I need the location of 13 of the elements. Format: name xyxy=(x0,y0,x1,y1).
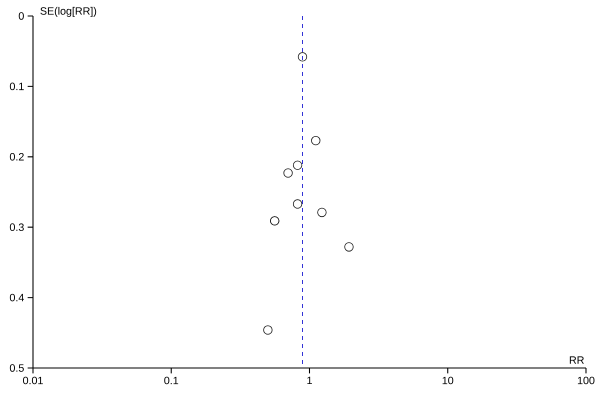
y-tick-label: 0 xyxy=(18,12,24,20)
x-tick-label: 0.1 xyxy=(164,376,178,384)
y-tick-label: 0.3 xyxy=(10,223,24,231)
y-tick-label: 0.2 xyxy=(10,153,24,161)
y-axis-title: SE(log[RR]) xyxy=(40,6,96,17)
x-tick-label: 1 xyxy=(307,376,312,384)
x-axis-title: RR xyxy=(570,356,584,364)
x-tick-label: 10 xyxy=(442,376,454,384)
y-tick-label: 0.4 xyxy=(10,294,24,302)
x-tick-label: 100 xyxy=(578,376,594,384)
y-tick-label: 0.5 xyxy=(10,364,24,372)
y-tick-label: 0.1 xyxy=(10,82,24,90)
x-tick-label: 0.01 xyxy=(23,376,43,384)
